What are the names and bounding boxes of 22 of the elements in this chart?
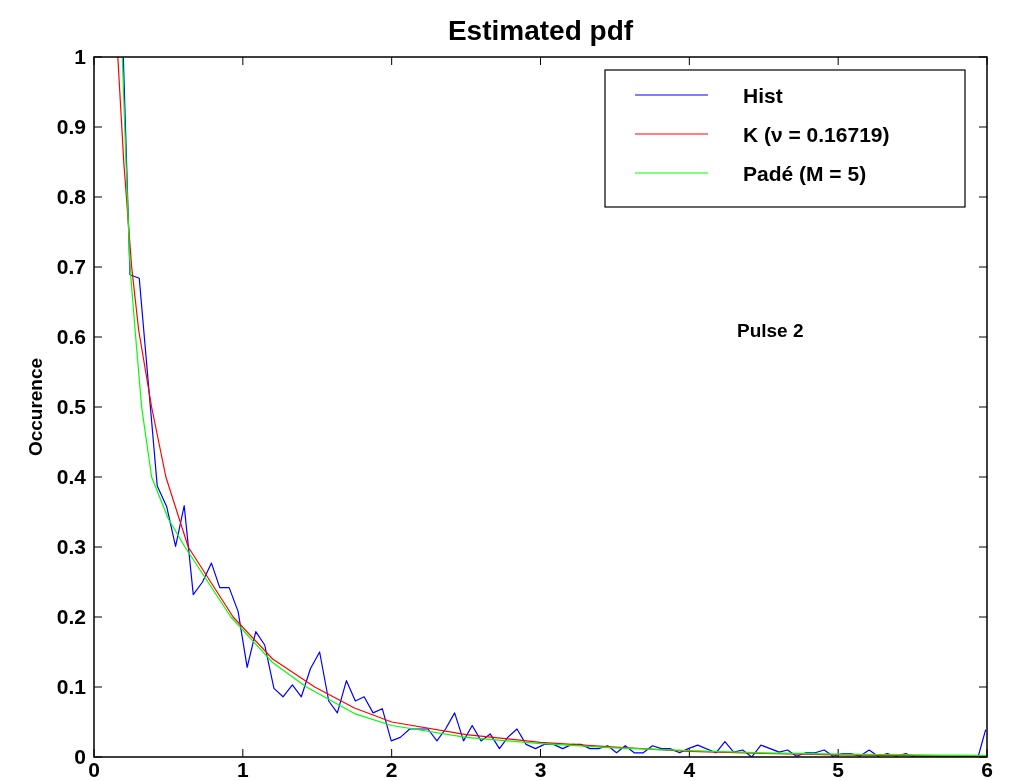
x-tick-label: 3 <box>534 758 547 781</box>
y-tick-label: 0.3 <box>56 535 86 558</box>
y-tick-label: 0.9 <box>56 115 86 138</box>
y-axis-title: Occurence <box>25 357 46 457</box>
y-tick-label: 0.8 <box>56 185 87 208</box>
y-tick-label: 0.5 <box>56 395 87 418</box>
annotation: Pulse 2 <box>736 320 804 341</box>
y-tick-label: 1 <box>74 45 87 68</box>
y-tick-label: 0.2 <box>56 605 86 628</box>
legend-label: Hist <box>743 84 783 107</box>
legend-label: Padé (M = 5) <box>743 162 867 185</box>
x-tick-label: 2 <box>385 758 398 781</box>
x-tick-label: 5 <box>832 758 845 781</box>
legend-label: K (ν = 0.16719) <box>743 123 890 146</box>
y-tick-label: 0.7 <box>56 255 86 278</box>
y-tick-label: 0.1 <box>56 675 87 698</box>
x-tick-label: 4 <box>683 758 696 781</box>
y-tick-label: 0.6 <box>56 325 86 348</box>
y-tick-label: 0.4 <box>56 465 87 488</box>
chart-title: Estimated pdf <box>447 15 634 46</box>
x-tick-label: 1 <box>236 758 249 781</box>
x-tick-label: 6 <box>981 758 993 781</box>
